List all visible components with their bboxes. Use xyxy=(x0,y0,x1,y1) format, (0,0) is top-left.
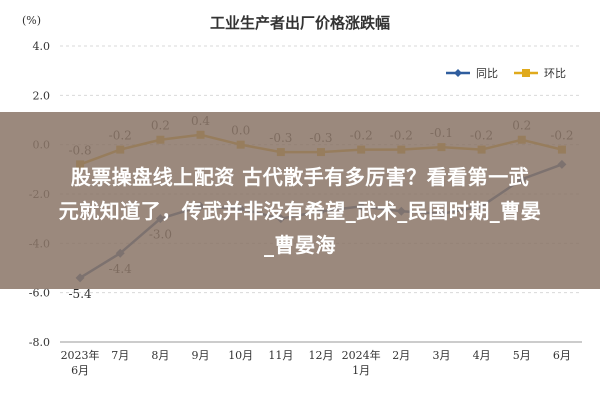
x-tick-label: 10月 xyxy=(228,349,253,362)
overlay-banner xyxy=(0,112,600,289)
x-tick-label: 3月 xyxy=(432,349,450,362)
x-tick-label: 4月 xyxy=(473,349,491,362)
y-tick-label: 2.0 xyxy=(33,89,51,102)
x-tick-label: 2月 xyxy=(392,349,410,362)
x-tick-label: 9月 xyxy=(192,349,210,362)
legend: 同比 环比 xyxy=(446,67,566,80)
x-tick-label: 2023年 xyxy=(61,348,100,362)
y-tick-label: -8.0 xyxy=(29,336,50,349)
y-tick-label: -6.0 xyxy=(29,287,50,300)
overlay-text: 股票操盘线上配资 古代散手有多厉害？看看第一武 元就知道了，传武并非没有希望_武… xyxy=(0,160,600,262)
legend-label: 环比 xyxy=(544,67,566,80)
legend-item: 环比 xyxy=(514,67,566,80)
x-tick-label: 8月 xyxy=(151,349,169,362)
overlay-line-3: _曹晏海 xyxy=(264,233,336,257)
x-tick-label: 12月 xyxy=(309,349,334,362)
legend-marker xyxy=(454,69,462,77)
data-label: -5.4 xyxy=(69,287,93,301)
x-tick-label: 7月 xyxy=(111,349,129,362)
x-tick-label: 6月 xyxy=(553,349,571,362)
x-tick-label: 2024年 xyxy=(342,348,381,362)
legend-marker xyxy=(522,69,530,77)
x-tick-label: 11月 xyxy=(268,349,293,362)
chart-title: 工业生产者出厂价格涨跌幅 xyxy=(210,14,390,32)
overlay-line-1: 股票操盘线上配资 古代散手有多厉害？看看第一武 xyxy=(70,165,530,189)
y-tick-label: 4.0 xyxy=(33,40,51,53)
x-tick-labels: 2023年 6月 7月 8月 9月 10月 11月 12月 2024年 1月 2月 3月 4月 5月 6月 xyxy=(61,348,571,377)
x-tick-label: 6月 xyxy=(71,364,89,377)
overlay-line-2: 元就知道了，传武并非没有希望_武术_民国时期_曹晏 xyxy=(58,199,542,223)
x-tick-label: 1月 xyxy=(352,364,370,377)
legend-item: 同比 xyxy=(446,67,498,80)
legend-label: 同比 xyxy=(476,67,498,80)
x-tick-label: 5月 xyxy=(513,349,531,362)
y-axis-unit: (%) xyxy=(22,14,41,27)
